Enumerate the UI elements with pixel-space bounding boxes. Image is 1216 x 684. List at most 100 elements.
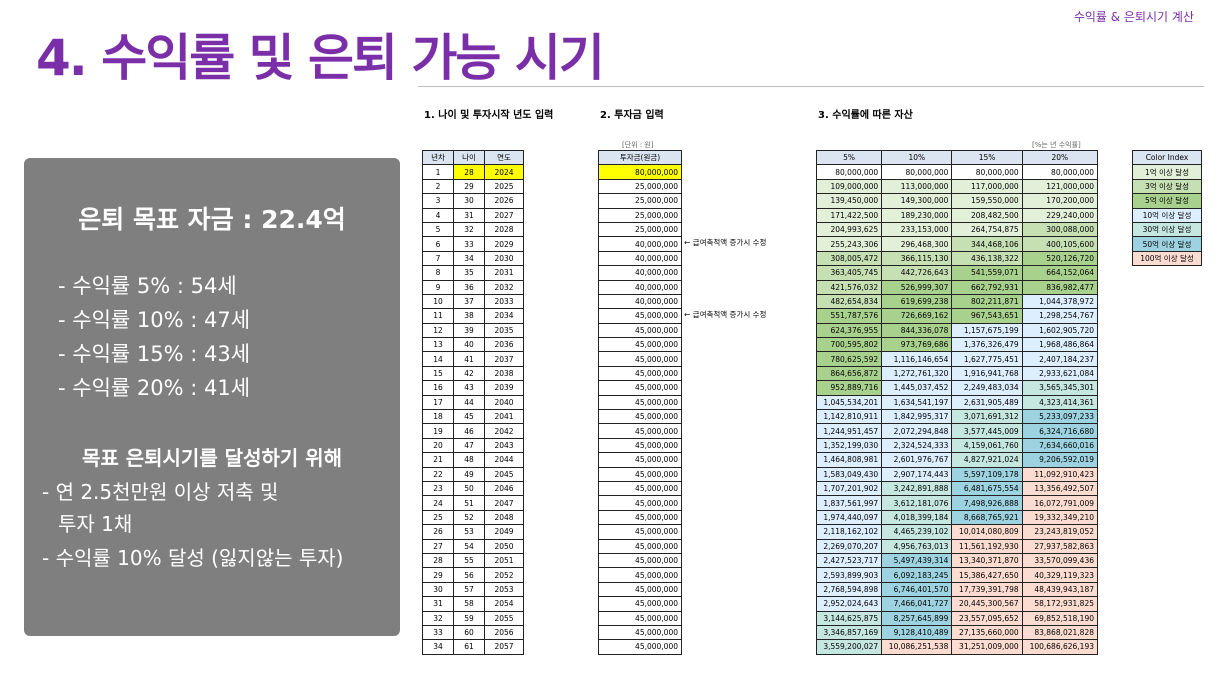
- investment-cell[interactable]: 45,000,000: [598, 639, 682, 655]
- unit-note: [단위 : 원]: [622, 141, 654, 149]
- table-cell[interactable]: 28: [453, 164, 486, 180]
- rate-note: [%는 년 수익률]: [1032, 141, 1081, 149]
- asset-cell: 33,570,099,436: [1021, 552, 1099, 569]
- investment-cell[interactable]: 45,000,000: [598, 423, 682, 439]
- table-cell: 41: [453, 351, 486, 367]
- investment-cell[interactable]: 40,000,000: [598, 279, 682, 295]
- investment-cell[interactable]: 45,000,000: [598, 337, 682, 353]
- table-cell: 35: [453, 265, 486, 281]
- table-row: 80,000,000 80,000,000 80,000,000 80,000,000: [815, 164, 1099, 180]
- investment-cell[interactable]: 45,000,000: [598, 624, 682, 641]
- table-row: 1,045,534,201 1,634,541,197 2,631,905,489 4…: [815, 394, 1099, 411]
- investment-cell[interactable]: 45,000,000: [598, 538, 682, 554]
- table-cell: 58: [453, 596, 486, 612]
- table-row: 40,000,000: [598, 293, 682, 310]
- table-cell: 60: [453, 624, 486, 641]
- table-cell: 2: [421, 178, 455, 195]
- asset-cell: 6,324,716,680: [1021, 423, 1099, 439]
- table-cell: 2050: [484, 538, 524, 554]
- table-cell: 6: [421, 236, 455, 252]
- table-cell: 2025: [484, 178, 524, 195]
- table-cell: 32: [421, 610, 455, 626]
- table-row: 204,993,625 233,153,000 264,754,875 300,088…: [815, 221, 1099, 238]
- asset-cell: 8,257,645,899: [881, 610, 953, 626]
- investment-cell[interactable]: 45,000,000: [598, 380, 682, 396]
- asset-cell: 2,952,024,643: [815, 596, 883, 612]
- investment-cell[interactable]: 45,000,000: [598, 409, 682, 425]
- table-row: 1,464,808,981 2,601,976,767 4,827,921,024 9…: [815, 452, 1099, 468]
- investment-cell[interactable]: 40,000,000: [598, 236, 682, 252]
- asset-cell: 2,933,621,084: [1021, 365, 1099, 382]
- investment-cell[interactable]: 45,000,000: [598, 480, 682, 497]
- investment-cell[interactable]: 40,000,000: [598, 293, 682, 310]
- investment-cell[interactable]: 45,000,000: [598, 552, 682, 569]
- investment-cell[interactable]: 45,000,000: [598, 596, 682, 612]
- investment-cell[interactable]: 25,000,000: [598, 193, 682, 209]
- table-row: 6 33 2029: [421, 236, 524, 252]
- table-row: 45,000,000: [598, 437, 682, 454]
- investment-cell[interactable]: 45,000,000: [598, 365, 682, 382]
- asset-cell: 520,126,720: [1021, 250, 1099, 267]
- investment-cell[interactable]: 45,000,000: [598, 466, 682, 482]
- investment-cell[interactable]: 45,000,000: [598, 351, 682, 367]
- investment-cell[interactable]: 45,000,000: [598, 437, 682, 454]
- investment-cell[interactable]: 25,000,000: [598, 178, 682, 195]
- investment-cell[interactable]: 80,000,000: [598, 164, 682, 180]
- investment-cell[interactable]: 45,000,000: [598, 394, 682, 411]
- asset-cell: 4,323,414,361: [1021, 394, 1099, 411]
- table-cell: 16: [421, 380, 455, 396]
- table-row: 33 60 2056: [421, 624, 524, 641]
- asset-cell: 2,593,899,903: [815, 567, 883, 583]
- investment-cell[interactable]: 45,000,000: [598, 524, 682, 540]
- investment-cell[interactable]: 45,000,000: [598, 308, 682, 324]
- investment-cell[interactable]: 45,000,000: [598, 452, 682, 468]
- table-cell: 2029: [484, 236, 524, 252]
- investment-cell[interactable]: 40,000,000: [598, 265, 682, 281]
- investment-cell[interactable]: 45,000,000: [598, 581, 682, 598]
- table-cell: 19: [421, 423, 455, 439]
- asset-cell: 1,445,037,452: [881, 380, 953, 396]
- investment-cell[interactable]: 45,000,000: [598, 322, 682, 339]
- table-row: 17 44 2040: [421, 394, 524, 411]
- asset-cell: 1,916,941,768: [951, 365, 1023, 382]
- asset-cell: 1,044,378,972: [1021, 293, 1099, 310]
- investment-cell[interactable]: 40,000,000: [598, 250, 682, 267]
- investment-cell[interactable]: 45,000,000: [598, 495, 682, 511]
- investment-cell[interactable]: 25,000,000: [598, 207, 682, 223]
- table-row: 45,000,000: [598, 380, 682, 396]
- table-row: 27 54 2050: [421, 538, 524, 554]
- table-row: 45,000,000: [598, 552, 682, 569]
- investment-cell[interactable]: 45,000,000: [598, 567, 682, 583]
- asset-cell: 1,602,905,720: [1021, 322, 1099, 339]
- asset-cell: 1,627,775,451: [951, 351, 1023, 367]
- table-cell: 2039: [484, 380, 524, 396]
- asset-cell: 1,634,541,197: [881, 394, 953, 411]
- table-cell: 42: [453, 365, 486, 382]
- table-row: 15 42 2038: [421, 365, 524, 382]
- table-cell: 43: [453, 380, 486, 396]
- asset-cell: 700,595,802: [815, 337, 883, 353]
- col-header: Color Index: [1132, 149, 1202, 166]
- table-row: 1,837,561,997 3,612,181,076 7,498,926,888 1…: [815, 495, 1099, 511]
- table-cell: 33: [453, 236, 486, 252]
- table-cell: 2028: [484, 221, 524, 238]
- asset-cell: 3,144,625,875: [815, 610, 883, 626]
- legend-item: 1억 이상 달성: [1132, 164, 1202, 180]
- asset-cell: 31,251,009,000: [951, 639, 1023, 655]
- table-cell: 54: [453, 538, 486, 554]
- table-row: 3,346,857,169 9,128,410,489 27,135,660,000…: [815, 624, 1099, 641]
- table-row: 8 35 2031: [421, 265, 524, 281]
- asset-cell: 3,612,181,076: [881, 495, 953, 511]
- table-cell: 31: [421, 596, 455, 612]
- table-row: 21 48 2044: [421, 452, 524, 468]
- asset-cell: 16,072,791,009: [1021, 495, 1099, 511]
- table-cell: 61: [453, 639, 486, 655]
- investment-cell[interactable]: 25,000,000: [598, 221, 682, 238]
- asset-cell: 1,464,808,981: [815, 452, 883, 468]
- investment-cell[interactable]: 45,000,000: [598, 610, 682, 626]
- asset-cell: 2,407,184,237: [1021, 351, 1099, 367]
- investment-cell[interactable]: 45,000,000: [598, 509, 682, 526]
- table-cell[interactable]: 2024: [484, 164, 524, 180]
- col-header: 투자금(원금): [598, 149, 682, 166]
- table-cell: 2053: [484, 581, 524, 598]
